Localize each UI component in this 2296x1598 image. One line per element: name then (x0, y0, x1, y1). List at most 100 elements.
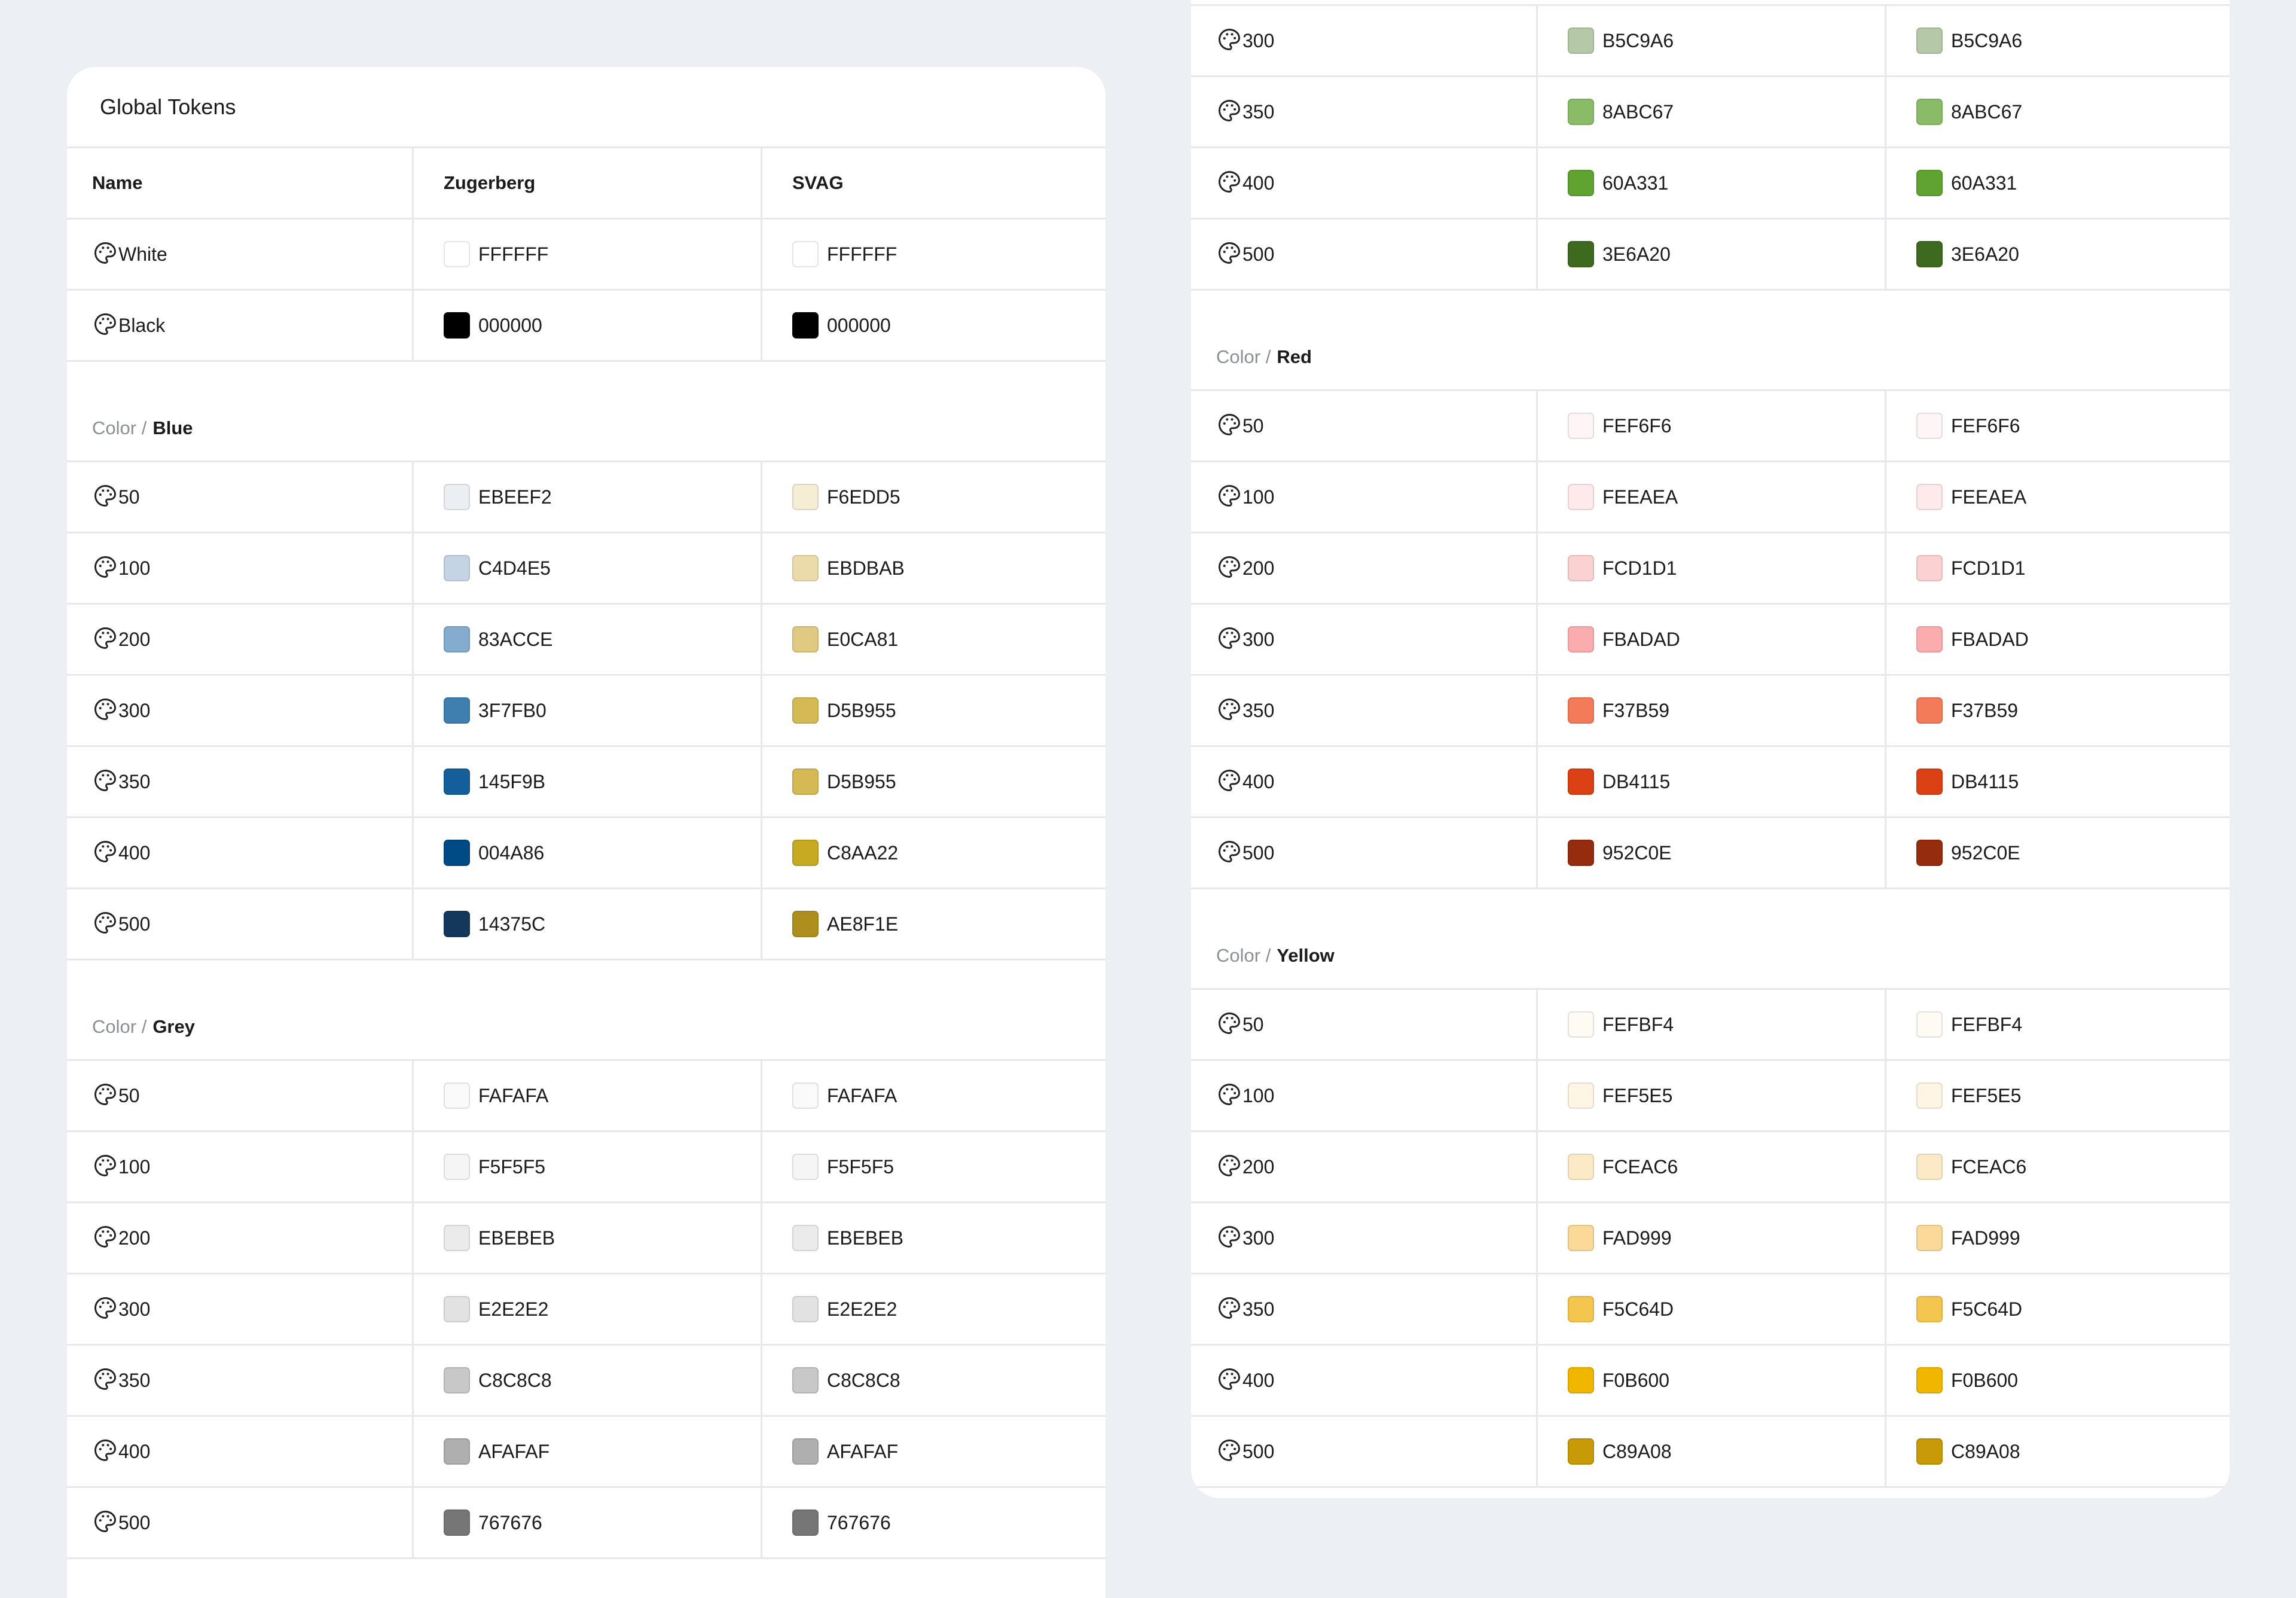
svag-value-cell: 952C0E (1886, 818, 2230, 888)
zugerberg-value-cell: FEEAEA (1538, 462, 1886, 532)
svag-color-swatch (792, 1509, 819, 1536)
token-name-cell: 100 (67, 1132, 414, 1201)
zugerberg-color-swatch (1568, 1296, 1594, 1322)
zugerberg-hex-value: 14375C (478, 913, 546, 935)
svag-color-swatch (792, 1154, 819, 1180)
zugerberg-color-swatch (444, 1225, 470, 1251)
token-name-cell: 200 (67, 605, 414, 674)
svag-value-cell: F5F5F5 (762, 1132, 1106, 1201)
token-name: 400 (1242, 1369, 1275, 1391)
svag-hex-value: FCEAC6 (1951, 1155, 2027, 1178)
svag-hex-value: F37B59 (1951, 699, 2019, 721)
zugerberg-color-swatch (444, 1509, 470, 1536)
table-row: 500 3E6A20 3E6A20 (1191, 219, 2230, 291)
token-name: 500 (1242, 243, 1275, 265)
table-row: 300 3F7FB0 D5B955 (67, 676, 1106, 747)
svag-value-cell: B5C9A6 (1886, 6, 2230, 75)
group-header-red: Color / Red (1191, 291, 2230, 391)
svag-value-cell: FEF5E5 (1886, 1061, 2230, 1130)
token-name: 350 (1242, 1298, 1275, 1320)
group-prefix: Color / (92, 417, 147, 438)
zugerberg-color-swatch (1568, 555, 1594, 581)
zugerberg-hex-value: 767676 (478, 1511, 542, 1533)
token-name-cell: 500 (67, 1488, 414, 1557)
group-name: Red (1277, 346, 1312, 367)
zugerberg-color-swatch (444, 768, 470, 795)
palette-icon (92, 554, 118, 583)
zugerberg-hex-value: C4D4E5 (478, 557, 551, 579)
zugerberg-color-swatch (1568, 840, 1594, 866)
table-row: 500 767676 767676 (67, 1488, 1106, 1559)
svag-hex-value: 3E6A20 (1951, 243, 2019, 265)
zugerberg-value-cell: F5F5F5 (414, 1132, 762, 1201)
zugerberg-value-cell: FEF6F6 (1538, 391, 1886, 461)
table-row: 400 AFAFAF AFAFAF (67, 1417, 1106, 1488)
zugerberg-value-cell: 3E6A20 (1538, 219, 1886, 289)
token-name: 300 (1242, 1227, 1275, 1249)
zugerberg-hex-value: FCEAC6 (1602, 1155, 1678, 1178)
svag-value-cell: AFAFAF (762, 1417, 1106, 1486)
svag-value-cell: FEF6F6 (1886, 391, 2230, 461)
zugerberg-color-swatch (444, 1154, 470, 1180)
token-name-cell: 300 (1191, 6, 1538, 75)
svag-value-cell: FFFFFF (762, 219, 1106, 289)
svag-value-cell: FAD999 (1886, 1203, 2230, 1273)
svag-hex-value: E0CA81 (827, 628, 899, 650)
zugerberg-color-swatch (1568, 1438, 1594, 1465)
token-name: 50 (1242, 1013, 1264, 1035)
table-row: 300 B5C9A6 B5C9A6 (1191, 6, 2230, 77)
svag-hex-value: F0B600 (1951, 1369, 2019, 1391)
table-row: 100 C4D4E5 EBDBAB (67, 533, 1106, 605)
palette-icon (1216, 838, 1242, 868)
token-name-cell: 50 (1191, 990, 1538, 1059)
svag-hex-value: FAFAFA (827, 1084, 897, 1106)
tokens-card-continued: 300 B5C9A6 B5C9A6 350 8ABC67 8ABC67 400 60A331 6… (1191, 0, 2230, 1498)
zugerberg-color-swatch (444, 1296, 470, 1322)
zugerberg-value-cell: C8C8C8 (414, 1346, 762, 1415)
group-header-yellow: Color / Yellow (1191, 889, 2230, 990)
table-row: 350 C8C8C8 C8C8C8 (67, 1346, 1106, 1417)
table-row: 400 004A86 C8AA22 (67, 818, 1106, 889)
group-name: Blue (152, 417, 193, 438)
svag-hex-value: 000000 (827, 314, 891, 336)
group-prefix: Color / (92, 1016, 147, 1037)
palette-icon (92, 1081, 118, 1111)
token-name: 200 (1242, 1155, 1275, 1178)
token-name: 50 (118, 1084, 140, 1106)
token-name: 200 (118, 1227, 151, 1249)
svag-color-swatch (1916, 697, 1943, 724)
palette-icon (1216, 1366, 1242, 1395)
svag-hex-value: FFFFFF (827, 243, 897, 265)
svag-value-cell: FAFAFA (762, 1061, 1106, 1130)
token-name-cell: 100 (1191, 1061, 1538, 1130)
header-name: Name (67, 148, 414, 218)
palette-icon (1216, 696, 1242, 725)
zugerberg-color-swatch (1568, 1367, 1594, 1393)
palette-icon (92, 1366, 118, 1395)
zugerberg-hex-value: 145F9B (478, 770, 546, 792)
zugerberg-hex-value: 952C0E (1602, 841, 1672, 864)
zugerberg-hex-value: DB4115 (1602, 770, 1671, 792)
table-row: 100 FEEAEA FEEAEA (1191, 462, 2230, 533)
zugerberg-hex-value: AFAFAF (478, 1440, 550, 1462)
token-name: 400 (1242, 770, 1275, 792)
table-top-edge (1191, 0, 2230, 6)
palette-icon (1216, 411, 1242, 441)
svag-hex-value: FEF6F6 (1951, 414, 2020, 437)
zugerberg-color-swatch (444, 697, 470, 724)
table-row: 50 FEFBF4 FEFBF4 (1191, 990, 2230, 1061)
group-prefix: Color / (1216, 945, 1271, 966)
svag-hex-value: B5C9A6 (1951, 29, 2023, 51)
svag-color-swatch (1916, 1367, 1943, 1393)
svag-hex-value: C8AA22 (827, 841, 899, 864)
zugerberg-value-cell: EBEBEB (414, 1203, 762, 1273)
token-name-cell: 350 (1191, 77, 1538, 147)
palette-icon (1216, 1010, 1242, 1039)
palette-icon (92, 1437, 118, 1466)
zugerberg-value-cell: E2E2E2 (414, 1274, 762, 1344)
palette-icon (1216, 554, 1242, 583)
zugerberg-value-cell: 8ABC67 (1538, 77, 1886, 147)
svag-color-swatch (1916, 413, 1943, 439)
svag-color-swatch (792, 555, 819, 581)
svag-color-swatch (792, 1225, 819, 1251)
